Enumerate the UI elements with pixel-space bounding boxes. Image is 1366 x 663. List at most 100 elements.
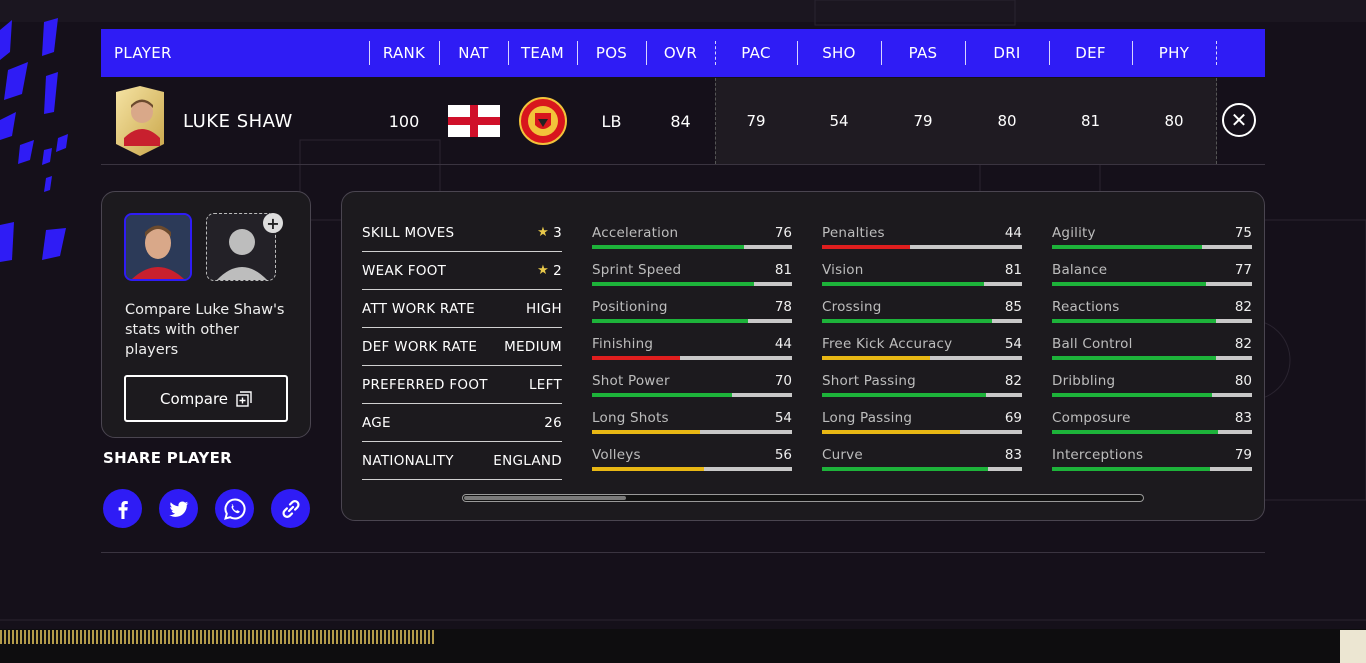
add-compare-icon (236, 390, 252, 407)
link-icon (281, 499, 300, 518)
stat-pas: 79 (913, 112, 933, 130)
share-facebook-button[interactable] (103, 489, 142, 528)
attribute-bar-fill (1052, 282, 1206, 286)
attribute-value: 44 (774, 336, 792, 352)
attribute-bar-track (822, 467, 1022, 471)
stats-panel: SKILL MOVES ★ 3 WEAK FOOT ★ 2 ATT WORK RATE HIG… (341, 191, 1265, 521)
attribute-value: 82 (1234, 299, 1252, 315)
attribute-long-shots: Long Shots 54 (592, 409, 792, 446)
compare-button[interactable]: Compare (124, 375, 288, 422)
attribute-bar-fill (1052, 356, 1216, 360)
info-value: HIGH (526, 301, 562, 317)
stat-dri: 80 (997, 112, 1017, 130)
divider (797, 41, 798, 65)
attribute-value: 80 (1234, 373, 1252, 389)
share-twitter-button[interactable] (159, 489, 198, 528)
col-player[interactable]: PLAYER (114, 44, 172, 62)
attribute-bar-track (822, 245, 1022, 249)
compare-button-label: Compare (159, 389, 229, 408)
attribute-value: 69 (1004, 410, 1022, 426)
attribute-label: Shot Power (592, 373, 670, 389)
attribute-bar-fill (1052, 430, 1218, 434)
attribute-bar-fill (822, 319, 992, 323)
attribute-value: 54 (1004, 336, 1022, 352)
attribute-acceleration: Acceleration 76 (592, 224, 792, 261)
col-pac[interactable]: PAC (741, 44, 771, 62)
attribute-bar-fill (1052, 245, 1202, 249)
info-value-text: ENGLAND (493, 452, 562, 469)
facebook-icon (118, 500, 128, 519)
player-card-thumbnail (116, 86, 164, 156)
attribute-label: Sprint Speed (592, 262, 682, 278)
info-value: MEDIUM (504, 339, 562, 355)
attribute-label: Penalties (822, 225, 885, 241)
plus-icon[interactable]: + (263, 213, 283, 233)
player-name[interactable]: LUKE SHAW (183, 110, 293, 132)
player-pos: LB (601, 111, 622, 131)
share-link-button[interactable] (271, 489, 310, 528)
attribute-value: 83 (1234, 410, 1252, 426)
attribute-short-passing: Short Passing 82 (822, 372, 1022, 409)
attribute-bar-fill (592, 319, 748, 323)
player-row[interactable]: LUKE SHAW 100 LB 84 79 54 79 80 81 80 ✕ (101, 78, 1265, 165)
attribute-shot-power: Shot Power 70 (592, 372, 792, 409)
col-pas[interactable]: PAS (908, 44, 938, 62)
col-phy[interactable]: PHY (1158, 44, 1190, 62)
attribute-bar-track (592, 245, 792, 249)
stat-pac: 79 (746, 112, 766, 130)
col-dri[interactable]: DRI (993, 44, 1021, 62)
attribute-bar-track (822, 393, 1022, 397)
info-value: 26 (544, 415, 562, 431)
col-team[interactable]: TEAM (520, 44, 565, 62)
table-header: PLAYER RANK NAT TEAM POS OVR PAC SHO PAS… (101, 29, 1265, 77)
attribute-value: 44 (1004, 225, 1022, 241)
stat-def: 81 (1080, 112, 1101, 130)
attribute-bar-fill (592, 245, 744, 249)
player-ovr: 84 (670, 111, 691, 131)
whatsapp-icon (223, 497, 246, 520)
scrollbar-thumb[interactable] (464, 496, 626, 500)
horizontal-scrollbar[interactable] (462, 494, 1144, 502)
info-value-text: 26 (544, 414, 562, 431)
col-nat[interactable]: NAT (458, 44, 489, 62)
attribute-bar-fill (822, 245, 910, 249)
player-rank: 100 (388, 111, 420, 131)
col-def[interactable]: DEF (1075, 44, 1106, 62)
attribute-composure: Composure 83 (1052, 409, 1252, 446)
attribute-bar-fill (592, 393, 732, 397)
info-row: NATIONALITY ENGLAND (362, 442, 562, 480)
attribute-value: 56 (774, 447, 792, 463)
face-stats-highlight (715, 78, 1217, 164)
col-rank[interactable]: RANK (382, 44, 426, 62)
attribute-label: Curve (822, 447, 863, 463)
attribute-bar-track (822, 430, 1022, 434)
player-avatar[interactable] (124, 213, 192, 281)
attribute-label: Acceleration (592, 225, 679, 241)
close-button[interactable]: ✕ (1222, 103, 1256, 137)
divider (646, 41, 647, 65)
attribute-bar-track (592, 319, 792, 323)
col-ovr[interactable]: OVR (663, 44, 698, 62)
info-row: AGE 26 (362, 404, 562, 442)
attribute-bar-fill (592, 282, 754, 286)
star-icon: ★ (537, 263, 550, 278)
attribute-label: Long Shots (592, 410, 669, 426)
divider (369, 41, 370, 65)
info-row: WEAK FOOT ★ 2 (362, 252, 562, 290)
col-sho[interactable]: SHO (822, 44, 856, 62)
attribute-volleys: Volleys 56 (592, 446, 792, 483)
attribute-bar-fill (822, 467, 988, 471)
team-crest (508, 78, 577, 164)
attribute-bar-fill (1052, 393, 1212, 397)
attribute-curve: Curve 83 (822, 446, 1022, 483)
attribute-bar-track (1052, 245, 1252, 249)
attribute-label: Finishing (592, 336, 654, 352)
share-whatsapp-button[interactable] (215, 489, 254, 528)
attribute-value: 75 (1234, 225, 1252, 241)
attribute-value: 70 (774, 373, 792, 389)
attribute-label: Short Passing (822, 373, 916, 389)
col-pos[interactable]: POS (595, 44, 628, 62)
stat-sho: 54 (829, 112, 849, 130)
person-placeholder-icon (217, 229, 267, 280)
attribute-bar-track (1052, 467, 1252, 471)
